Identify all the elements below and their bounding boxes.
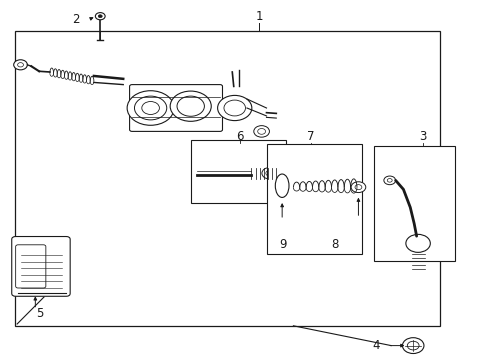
Circle shape xyxy=(262,167,277,179)
Text: 7: 7 xyxy=(306,130,314,143)
Text: 5: 5 xyxy=(36,307,44,320)
Bar xyxy=(15,31,439,326)
Circle shape xyxy=(95,13,105,20)
Circle shape xyxy=(386,179,391,182)
Bar xyxy=(190,140,285,203)
Circle shape xyxy=(14,60,27,70)
Circle shape xyxy=(177,96,204,116)
Bar xyxy=(266,144,361,254)
Circle shape xyxy=(134,96,166,120)
FancyBboxPatch shape xyxy=(12,237,70,296)
Circle shape xyxy=(98,15,102,18)
Text: 9: 9 xyxy=(278,238,286,251)
Circle shape xyxy=(18,63,23,67)
Circle shape xyxy=(224,100,245,116)
FancyBboxPatch shape xyxy=(16,245,46,288)
Ellipse shape xyxy=(275,174,288,197)
Circle shape xyxy=(265,170,273,176)
Circle shape xyxy=(170,91,211,121)
Text: 8: 8 xyxy=(330,238,338,251)
Text: 4: 4 xyxy=(372,339,380,352)
Circle shape xyxy=(217,95,251,121)
Text: 1: 1 xyxy=(255,10,263,23)
Bar xyxy=(373,146,454,261)
Circle shape xyxy=(127,91,174,125)
Circle shape xyxy=(405,234,429,252)
FancyBboxPatch shape xyxy=(129,85,222,131)
Text: 3: 3 xyxy=(418,130,426,143)
Circle shape xyxy=(350,182,365,193)
Text: 2: 2 xyxy=(72,13,80,26)
Circle shape xyxy=(257,129,265,134)
Circle shape xyxy=(407,341,418,350)
Circle shape xyxy=(354,185,361,190)
Circle shape xyxy=(402,338,423,354)
Circle shape xyxy=(142,102,159,114)
Circle shape xyxy=(383,176,395,185)
Text: 6: 6 xyxy=(235,130,243,143)
Circle shape xyxy=(253,126,269,137)
